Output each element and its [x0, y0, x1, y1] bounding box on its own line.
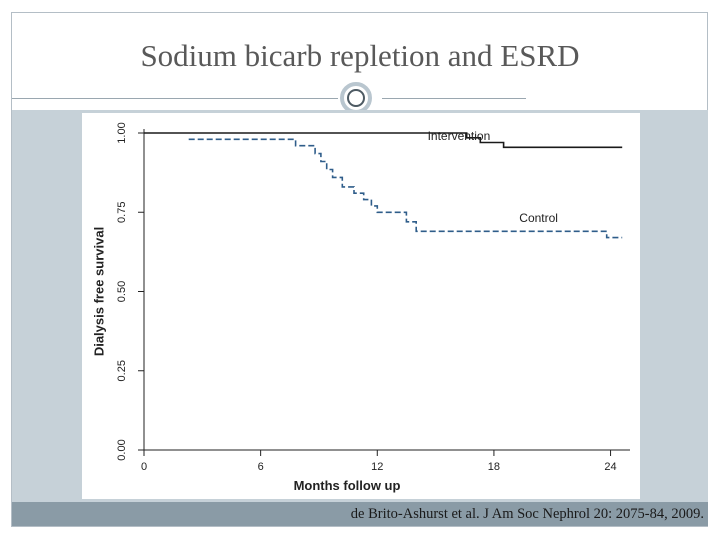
series-label-control: Control — [519, 211, 558, 225]
x-tick-label: 18 — [488, 461, 500, 473]
survival-chart-svg: 0.00 0.25 0.50 0.75 1.00 0 6 12 18 24 Months follo… — [91, 122, 630, 493]
series-label-intervention: Intervention — [428, 129, 491, 143]
y-tick-label: 0.75 — [116, 202, 128, 223]
x-tick-label: 24 — [604, 461, 616, 473]
x-tick-label: 12 — [371, 461, 383, 473]
y-tick-label: 1.00 — [116, 122, 128, 143]
y-tick-label: 0.25 — [116, 360, 128, 381]
footer-band — [12, 502, 708, 526]
title-rule-right — [382, 98, 526, 99]
ring-ornament-inner — [347, 89, 365, 107]
series-line-control — [188, 138, 623, 239]
title-rule-left — [12, 98, 338, 99]
ring-ornament — [340, 82, 372, 114]
x-axis-title: Months follow up — [294, 478, 401, 493]
slide-title: Sodium bicarb repletion and ESRD — [140, 38, 580, 73]
x-tick-label: 6 — [258, 461, 264, 473]
series-line-intervention — [144, 132, 623, 149]
y-tick-label: 0.00 — [116, 439, 128, 460]
y-axis-title: Dialysis free survival — [91, 227, 106, 356]
citation-text: de Brito-Ashurst et al. J Am Soc Nephrol… — [350, 506, 704, 522]
survival-chart: 0.00 0.25 0.50 0.75 1.00 0 6 12 18 24 Months follo… — [82, 113, 640, 499]
y-tick-label: 0.50 — [116, 281, 128, 302]
x-tick-label: 0 — [141, 461, 147, 473]
